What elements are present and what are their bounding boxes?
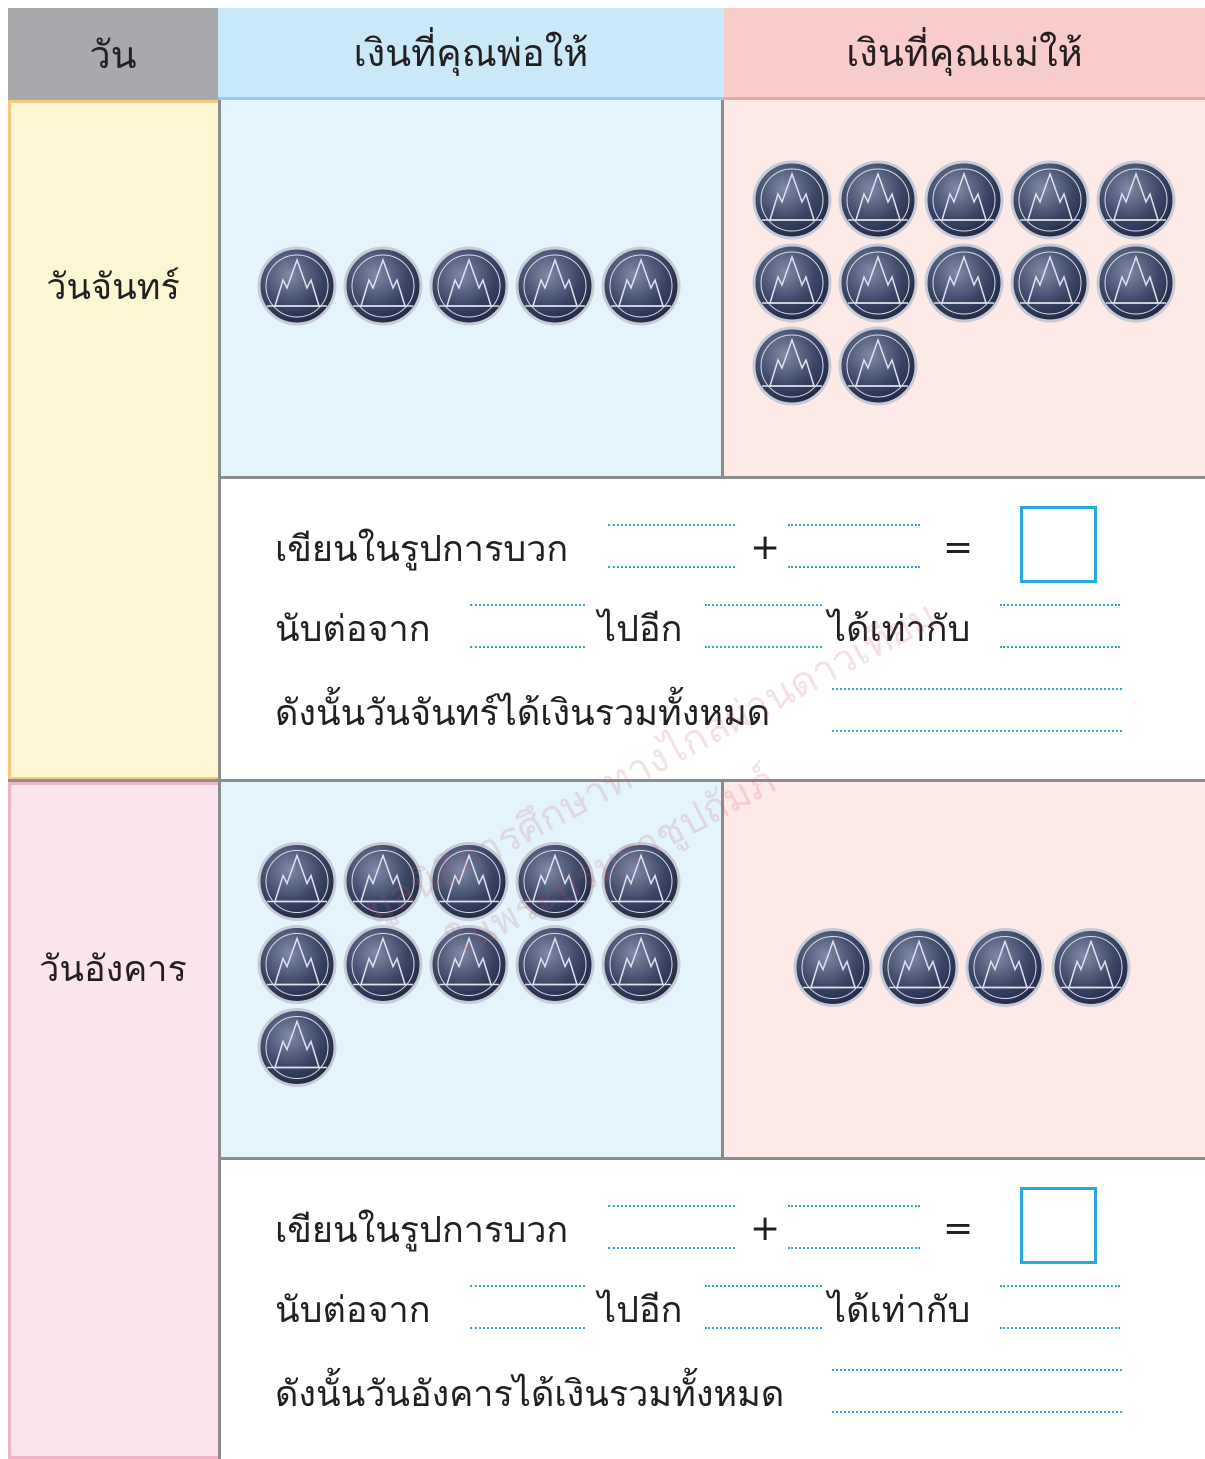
- answer-line: [1000, 646, 1120, 648]
- day-label: วันอังคาร: [39, 948, 187, 990]
- coin: [924, 160, 1004, 240]
- row-divider: [8, 779, 1205, 783]
- coin: [752, 160, 832, 240]
- coin: [1010, 243, 1090, 323]
- coin: [257, 1008, 337, 1087]
- text: ได้เท่ากับ: [828, 609, 971, 650]
- coin: [429, 925, 509, 1004]
- answer-line: [705, 646, 822, 648]
- answer-box: [1020, 506, 1097, 583]
- coin: [343, 246, 423, 326]
- coin: [1096, 243, 1176, 323]
- answer-line: [705, 1285, 822, 1287]
- answer-line: [788, 1205, 920, 1207]
- answer-line: [608, 566, 735, 568]
- coin: [838, 326, 918, 406]
- coin: [429, 246, 509, 326]
- answer-line: [470, 1327, 585, 1329]
- text: ได้เท่ากับ: [828, 1290, 971, 1331]
- text: +: [750, 527, 781, 568]
- answer-line: [788, 524, 920, 526]
- coin: [601, 246, 681, 326]
- coin: [257, 246, 337, 326]
- text: เขียนในรูปการบวก: [275, 1210, 569, 1251]
- answer-line: [705, 604, 822, 606]
- coin: [965, 928, 1045, 1007]
- coin: [257, 842, 337, 921]
- header-father: เงินที่คุณพ่อให้: [218, 8, 724, 100]
- coin: [515, 842, 595, 921]
- answer-line: [832, 688, 1122, 690]
- coin: [343, 925, 423, 1004]
- day-cell: [8, 100, 218, 780]
- coin: [924, 243, 1004, 323]
- day-cell: [8, 782, 218, 1459]
- answer-line: [470, 604, 585, 606]
- coin: [793, 928, 873, 1007]
- answer-box: [1020, 1187, 1097, 1264]
- answer-line: [470, 1285, 585, 1287]
- coin: [1051, 928, 1131, 1007]
- text: =: [943, 527, 974, 568]
- text: ดังนั้นวันอังคารได้เงินรวมทั้งหมด: [275, 1374, 785, 1415]
- coin-group: [257, 246, 681, 326]
- answer-line: [705, 1327, 822, 1329]
- coin: [838, 160, 918, 240]
- answer-line: [832, 1411, 1122, 1413]
- answer-line: [788, 566, 920, 568]
- header-day: วัน: [8, 8, 218, 100]
- coin-group: [257, 842, 681, 1087]
- coin-group: [752, 160, 1176, 406]
- coin: [601, 842, 681, 921]
- text: นับต่อจาก: [275, 1290, 431, 1331]
- answer-line: [788, 1247, 920, 1249]
- answer-line: [1000, 1285, 1120, 1287]
- text: เขียนในรูปการบวก: [275, 529, 569, 570]
- coin: [515, 246, 595, 326]
- header-mother: เงินที่คุณแม่ให้: [724, 8, 1205, 100]
- coin: [1010, 160, 1090, 240]
- text: นับต่อจาก: [275, 609, 431, 650]
- answer-line: [832, 730, 1122, 732]
- day-label: วันจันทร์: [46, 267, 180, 308]
- answer-line: [608, 524, 735, 526]
- coin: [752, 243, 832, 323]
- coin: [429, 842, 509, 921]
- coin: [601, 925, 681, 1004]
- answer-line: [1000, 604, 1120, 606]
- coin: [838, 243, 918, 323]
- coin: [879, 928, 959, 1007]
- text: +: [750, 1208, 781, 1249]
- answer-line: [470, 646, 585, 648]
- answer-line: [608, 1205, 735, 1207]
- coin: [752, 326, 832, 406]
- text: ไปอีก: [598, 609, 683, 650]
- coin: [515, 925, 595, 1004]
- coin: [1096, 160, 1176, 240]
- text: =: [943, 1208, 974, 1249]
- answer-line: [832, 1369, 1122, 1371]
- coin: [257, 925, 337, 1004]
- answer-line: [608, 1247, 735, 1249]
- answer-line: [1000, 1327, 1120, 1329]
- text: ไปอีก: [598, 1290, 683, 1331]
- coin: [343, 842, 423, 921]
- text: ดังนั้นวันจันทร์ได้เงินรวมทั้งหมด: [275, 693, 771, 734]
- coin-group: [793, 928, 1131, 1007]
